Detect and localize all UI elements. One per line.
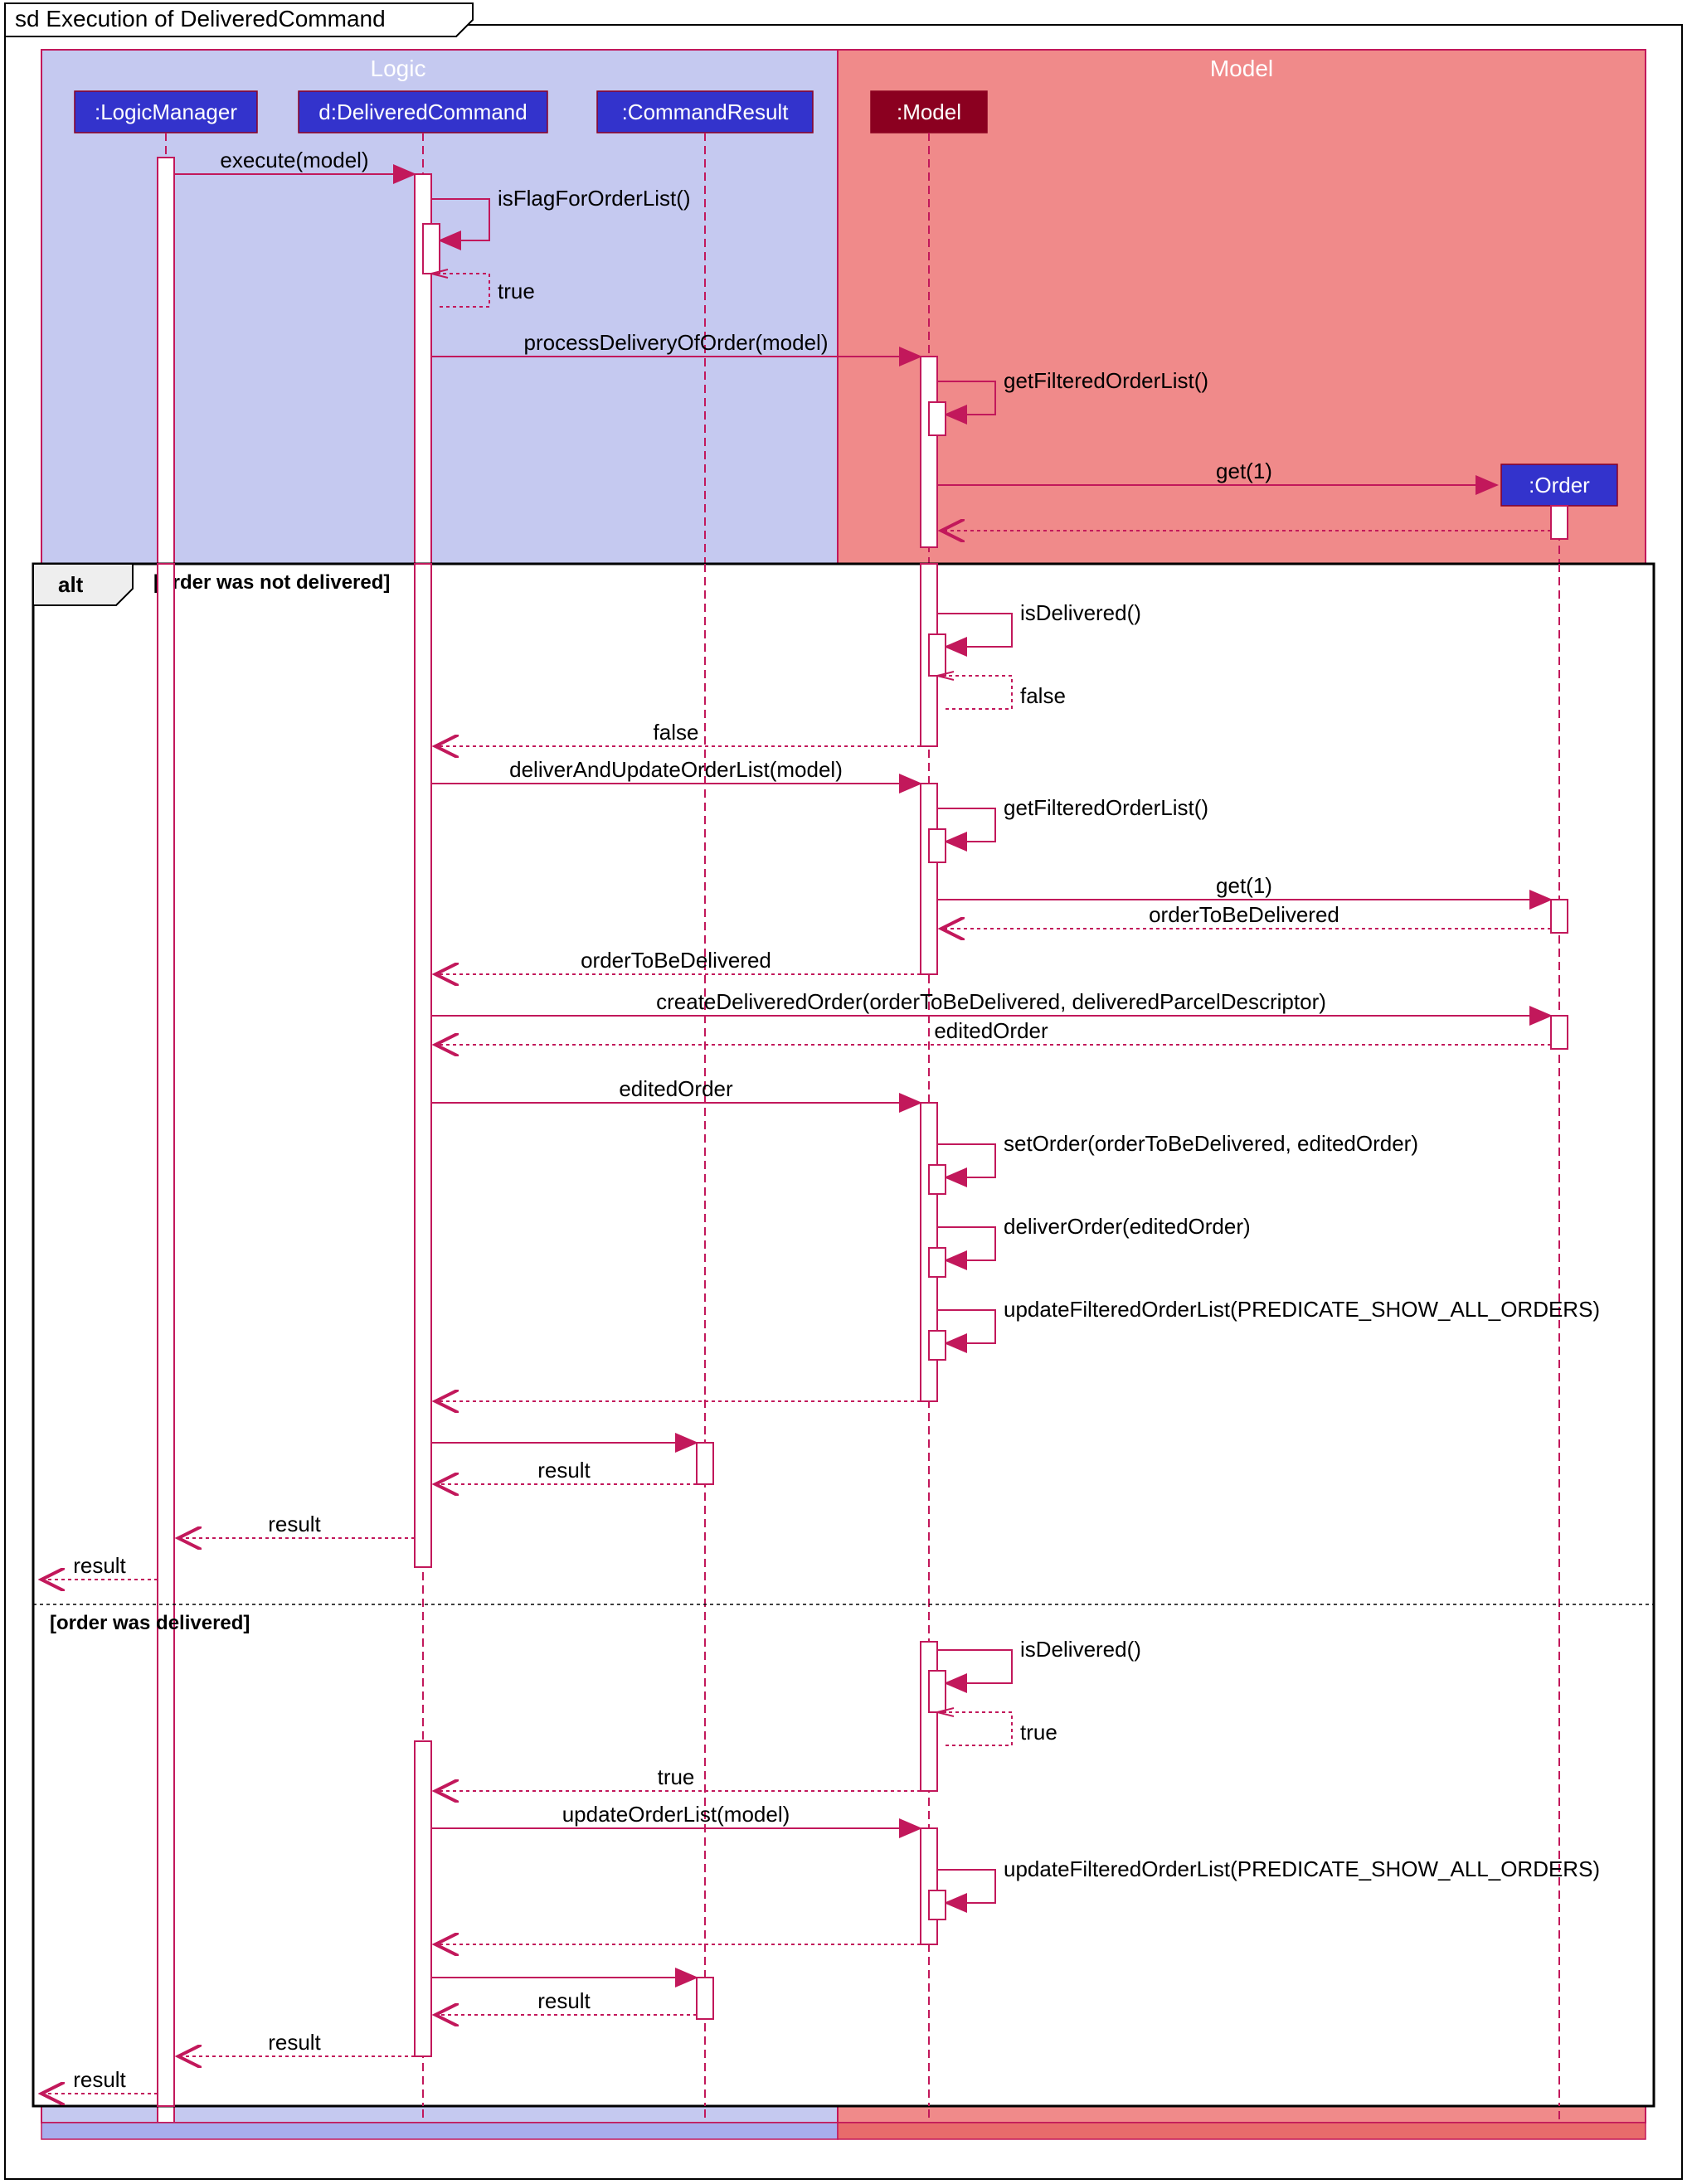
svg-text::Model: :Model xyxy=(897,99,961,124)
activation-model-4 xyxy=(921,1828,937,1944)
activation-model-so xyxy=(929,1165,946,1194)
msg-isdel2-ret-label: true xyxy=(1020,1720,1057,1745)
activation-cr-1 xyxy=(697,1443,713,1484)
msg-deliverorder-label: deliverOrder(editedOrder) xyxy=(1004,1214,1251,1239)
msg-false-ret-label: false xyxy=(654,720,699,745)
msg-get1b-label: get(1) xyxy=(1216,873,1272,898)
msg-updatefiltered2-label: updateFilteredOrderList(PREDICATE_SHOW_A… xyxy=(1004,1856,1600,1881)
msg-createdel-label: createDeliveredOrder(orderToBeDelivered,… xyxy=(656,989,1326,1014)
msg-isflag-ret-label: true xyxy=(498,279,535,303)
activation-model-alt2 xyxy=(921,1642,937,1791)
msg-isflag-label: isFlagForOrderList() xyxy=(498,186,691,211)
msg-getfiltered1-label: getFilteredOrderList() xyxy=(1004,368,1208,393)
msg-deliverupdate-label: deliverAndUpdateOrderList(model) xyxy=(509,757,843,782)
alt-guard-1: [order was not delivered] xyxy=(153,571,390,594)
activation-dc-isflag xyxy=(423,224,440,274)
activation-model-2 xyxy=(921,784,937,974)
activation-model-do xyxy=(929,1248,946,1277)
svg-text:d:DeliveredCommand: d:DeliveredCommand xyxy=(318,99,527,124)
alt-frame-label: alt xyxy=(58,572,84,597)
activation-model-isdel xyxy=(929,634,946,676)
logic-region-title: Logic xyxy=(371,56,426,81)
msg-editedorder-label: editedOrder xyxy=(619,1076,733,1101)
msg-get1-label: get(1) xyxy=(1216,459,1272,483)
activation-model-isdel2 xyxy=(929,1671,946,1712)
msg-editedorder-ret-label: editedOrder xyxy=(934,1018,1048,1043)
footer-logic xyxy=(41,2123,838,2139)
activation-cr-2 xyxy=(697,1978,713,2019)
activation-lm-alt xyxy=(158,564,174,2106)
activation-order-2 xyxy=(1551,900,1568,933)
msg-otbd-ret-label: orderToBeDelivered xyxy=(1149,902,1339,927)
msg-result-lm1-label: result xyxy=(268,1512,321,1536)
footer-model xyxy=(838,2123,1646,2139)
msg-result-out1-label: result xyxy=(73,1553,126,1578)
msg-result-out2-label: result xyxy=(73,2067,126,2092)
msg-true-ret-label: true xyxy=(658,1764,695,1789)
svg-text::LogicManager: :LogicManager xyxy=(95,99,237,124)
msg-otbd-dc-label: orderToBeDelivered xyxy=(581,948,771,973)
svg-text::CommandResult: :CommandResult xyxy=(622,99,790,124)
activation-order-1 xyxy=(1551,506,1568,539)
msg-setorder-label: setOrder(orderToBeDelivered, editedOrder… xyxy=(1004,1131,1418,1156)
activation-model-gf2 xyxy=(929,829,946,862)
activation-dc-alt2 xyxy=(415,1741,431,2056)
msg-isdel-ret-label: false xyxy=(1020,683,1066,708)
activation-model-gf1 xyxy=(929,402,946,435)
diagram-title: sd Execution of DeliveredCommand xyxy=(15,6,386,32)
model-region-title: Model xyxy=(1210,56,1273,81)
msg-isdelivered2-label: isDelivered() xyxy=(1020,1637,1141,1662)
activation-model-uf2 xyxy=(929,1890,946,1919)
msg-result-lm2-label: result xyxy=(268,2030,321,2055)
activation-order-3 xyxy=(1551,1016,1568,1049)
msg-getfiltered2-label: getFilteredOrderList() xyxy=(1004,795,1208,820)
activation-model-1 xyxy=(921,357,937,547)
activation-dc-alt1 xyxy=(415,564,431,1567)
msg-execute-label: execute(model) xyxy=(220,148,368,172)
alt-guard-2: [order was delivered] xyxy=(50,1612,250,1634)
activation-model-uf xyxy=(929,1331,946,1360)
msg-processdelivery-label: processDeliveryOfOrder(model) xyxy=(524,330,829,355)
sequence-diagram: sd Execution of DeliveredCommand Logic M… xyxy=(0,0,1687,2184)
msg-isdelivered1-label: isDelivered() xyxy=(1020,600,1141,625)
msg-result1-label: result xyxy=(537,1458,591,1483)
msg-updateorderlist-label: updateOrderList(model) xyxy=(562,1802,790,1827)
msg-updatefiltered-label: updateFilteredOrderList(PREDICATE_SHOW_A… xyxy=(1004,1297,1600,1322)
msg-result2-label: result xyxy=(537,1988,591,2013)
svg-text::Order: :Order xyxy=(1529,473,1590,497)
